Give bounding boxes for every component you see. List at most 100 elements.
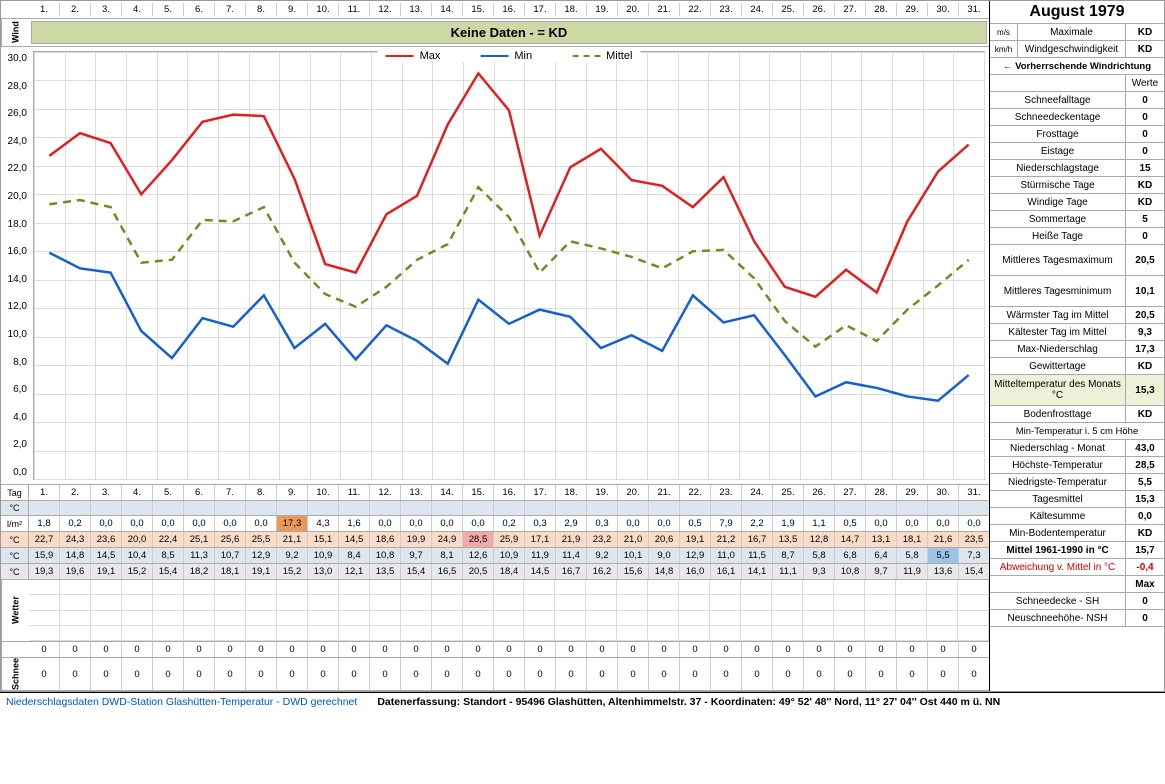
- maxt-cells: 22,724,323,620,022,425,125,625,521,115,1…: [29, 532, 989, 547]
- day-cell: 14.: [432, 485, 463, 500]
- data-cell: 15,4: [153, 564, 184, 579]
- monthmean-val: 15,3: [1126, 375, 1164, 405]
- data-cell: 0: [680, 658, 711, 690]
- data-cell: 14,5: [91, 548, 122, 563]
- day-cell: 13.: [401, 485, 432, 500]
- data-cell: 0: [60, 642, 91, 657]
- max-label-row: Max: [990, 576, 1164, 593]
- mittel-row: °C 19,319,619,115,215,418,218,119,115,21…: [1, 564, 989, 580]
- spacer-grid: [29, 580, 989, 641]
- side-stat-row: Neuschneehöhe- NSH0: [990, 610, 1164, 627]
- schnee-vlabel2: Schnee: [1, 658, 29, 690]
- data-cell: 23,2: [587, 532, 618, 547]
- data-cell: 0,0: [401, 516, 432, 531]
- day-cell: 6.: [184, 3, 215, 16]
- day-cell: 11.: [339, 485, 370, 500]
- degc-label: °C: [1, 501, 29, 515]
- data-cell: 11,9: [525, 548, 556, 563]
- precip-row: l/m² 1,80,20,00,00,00,00,00,017,34,31,60…: [1, 516, 989, 532]
- data-cell: 0,5: [835, 516, 866, 531]
- data-cell: 19,3: [29, 564, 60, 579]
- data-cell: 4,3: [308, 516, 339, 531]
- data-cell: 0,0: [649, 516, 680, 531]
- side-stat-row: Niedrigste-Temperatur5,5: [990, 474, 1164, 491]
- days-header-row: 1.2.3.4.5.6.7.8.9.10.11.12.13.14.15.16.1…: [1, 1, 989, 19]
- data-cell: 0,0: [184, 516, 215, 531]
- data-cell: 0: [556, 642, 587, 657]
- side-row-labels: Niederschlag - Monat43,0Höchste-Temperat…: [990, 440, 1164, 576]
- side-more-stats: Wärmster Tag im Mittel20,5Kältester Tag …: [990, 307, 1164, 375]
- footer: Niederschlagsdaten DWD-Station Glashütte…: [0, 692, 1165, 711]
- data-cell: 1,1: [804, 516, 835, 531]
- data-cell: 21,0: [618, 532, 649, 547]
- data-cell: 0: [246, 658, 277, 690]
- data-cell: 23,6: [91, 532, 122, 547]
- data-cell: 0: [711, 642, 742, 657]
- data-cell: 8,1: [432, 548, 463, 563]
- data-cell: 0,0: [370, 516, 401, 531]
- data-cell: 0: [370, 658, 401, 690]
- data-cell: 19,1: [91, 564, 122, 579]
- mint-cells: 15,914,814,510,48,511,310,712,99,210,98,…: [29, 548, 989, 563]
- day-cell: 25.: [773, 3, 804, 16]
- data-cell: 0,0: [215, 516, 246, 531]
- day-cell: 18.: [556, 3, 587, 16]
- data-cell: 25,9: [494, 532, 525, 547]
- data-cell: 0: [866, 658, 897, 690]
- data-cell: 0: [649, 658, 680, 690]
- data-cell: 0,0: [122, 516, 153, 531]
- day-cell: 10.: [308, 3, 339, 16]
- data-cell: 19,6: [60, 564, 91, 579]
- data-cell: 0: [835, 658, 866, 690]
- data-cell: 15,4: [959, 564, 989, 579]
- data-cell: 16,1: [711, 564, 742, 579]
- data-cell: 8,7: [773, 548, 804, 563]
- sh-row: 0000000000000000000000000000000: [1, 642, 989, 658]
- data-cell: 0,0: [618, 516, 649, 531]
- day-cell: 6.: [184, 485, 215, 500]
- data-cell: 14,1: [742, 564, 773, 579]
- bodenfrost-row: Bodenfrosttage KD: [990, 406, 1164, 423]
- data-cell: 0: [804, 658, 835, 690]
- data-cell: 0: [618, 642, 649, 657]
- data-cell: 20,6: [649, 532, 680, 547]
- data-cell: 0: [401, 658, 432, 690]
- day-cell: 26.: [804, 485, 835, 500]
- day-cell: 12.: [370, 3, 401, 16]
- bodenfrost-label: Bodenfrosttage: [990, 406, 1126, 422]
- data-cell: 15,4: [401, 564, 432, 579]
- data-cell: 9,0: [649, 548, 680, 563]
- data-cell: 2,9: [556, 516, 587, 531]
- bodenfrost-val: KD: [1126, 406, 1164, 422]
- day-cell: 31.: [959, 485, 989, 500]
- weather-report: 1.2.3.4.5.6.7.8.9.10.11.12.13.14.15.16.1…: [0, 0, 1165, 692]
- data-cell: 0,0: [928, 516, 959, 531]
- side-stat-row: Höchste-Temperatur28,5: [990, 457, 1164, 474]
- side-tall-stats: Mittleres Tagesmaximum20,5Mittleres Tage…: [990, 245, 1164, 307]
- mittel-cells: 19,319,619,115,215,418,218,119,115,213,0…: [29, 564, 989, 579]
- data-cell: 0: [122, 642, 153, 657]
- data-cell: 19,1: [246, 564, 277, 579]
- day-cell: 25.: [773, 485, 804, 500]
- data-cell: 0,0: [463, 516, 494, 531]
- chart-svg: [34, 52, 984, 479]
- data-cell: 1,9: [773, 516, 804, 531]
- max-label: Max: [1126, 576, 1164, 592]
- data-cell: 0: [308, 642, 339, 657]
- data-cell: 0: [153, 642, 184, 657]
- wind-row: Wind Keine Daten - = KD: [1, 19, 989, 47]
- data-cell: 0: [463, 642, 494, 657]
- min5cm-label: Min-Temperatur i. 5 cm Höhe: [990, 423, 1164, 439]
- data-cell: 0: [649, 642, 680, 657]
- legend-item: Mittel: [572, 50, 632, 62]
- data-cell: 12,1: [339, 564, 370, 579]
- data-cell: 0: [432, 642, 463, 657]
- day-cell: 20.: [618, 485, 649, 500]
- day-cell: 21.: [649, 485, 680, 500]
- wind-dir-row: ← Vorherrschende Windrichtung: [990, 58, 1164, 75]
- data-cell: 0,3: [525, 516, 556, 531]
- day-cell: 13.: [401, 3, 432, 16]
- day-cell: 26.: [804, 3, 835, 16]
- report-title: August 1979: [990, 1, 1164, 24]
- chart-legend: MaxMinMittel: [378, 50, 641, 62]
